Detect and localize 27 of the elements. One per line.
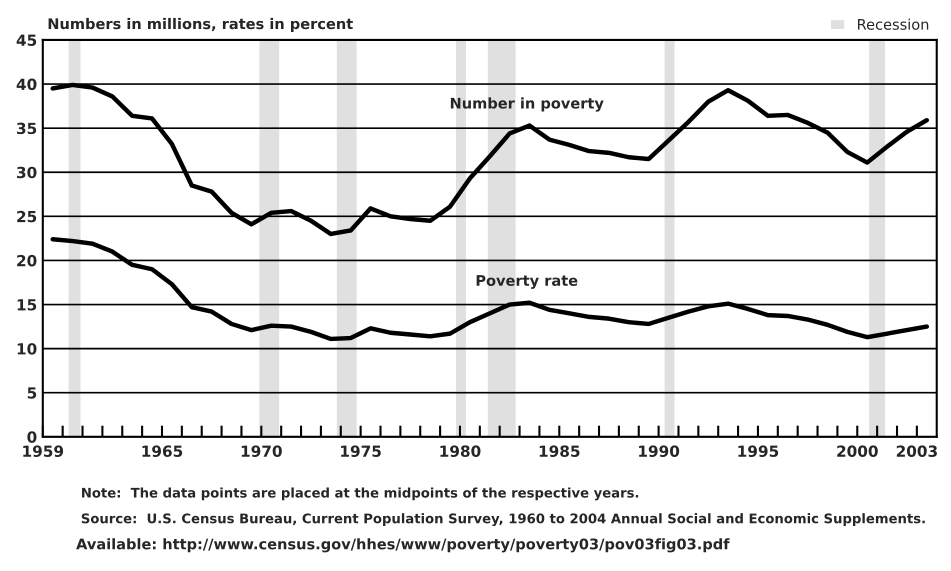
y-tick-label: 30 — [17, 166, 37, 178]
y-tick-label: 5 — [28, 387, 36, 399]
y-tick-label: 35 — [17, 122, 36, 134]
legend-label: Recession — [858, 18, 928, 30]
x-tick-label: 1995 — [738, 445, 778, 457]
x-tick-label: 1985 — [540, 445, 580, 457]
series-label: Poverty rate — [476, 275, 578, 289]
source-note: Source: U.S. Census Bureau, Current Population Survey, 1960 to 2004 Annual Social and Economic Supplements. — [82, 513, 925, 526]
y-tick-label: 20 — [17, 254, 37, 266]
y-axis-title: Numbers in millions, rates in percent — [48, 18, 353, 32]
x-tick-label: 1965 — [142, 445, 182, 457]
text: Available: http://www.census.gov/hhes/www/poverty/poverty03/pov03fig03.pdf — [76, 538, 730, 552]
x-tick-label: 2000 — [837, 445, 878, 457]
x-tick-label: 1959 — [23, 445, 64, 457]
x-tick-label: 1970 — [242, 445, 282, 457]
y-tick-label: 45 — [16, 34, 36, 46]
x-tick-label: 1990 — [639, 445, 680, 457]
x-tick-label: 1980 — [440, 445, 480, 457]
y-tick-label: 10 — [18, 343, 37, 355]
y-tick-label: 15 — [18, 299, 36, 311]
x-tick-label: 2003 — [896, 445, 937, 457]
x-tick-label: 1975 — [341, 445, 381, 457]
y-tick-label: 0 — [27, 431, 37, 443]
series-label: Number in poverty — [450, 97, 604, 112]
text: Note: The data points are placed at the midpoints of the respective years. — [82, 487, 638, 500]
y-tick-label: 25 — [17, 210, 36, 222]
y-tick-label: 40 — [16, 78, 37, 90]
